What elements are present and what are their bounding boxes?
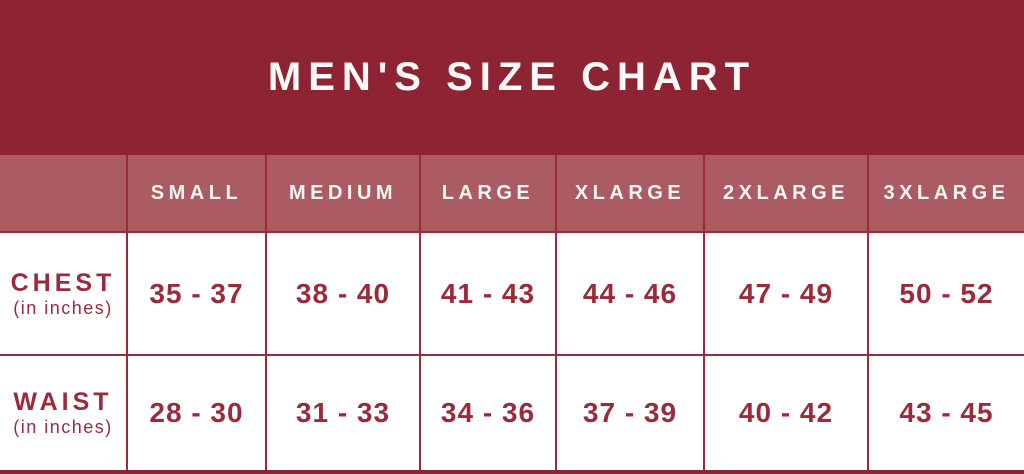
column-header-2xlarge: 2XLARGE xyxy=(705,155,867,231)
page-title: MEN'S SIZE CHART xyxy=(267,55,757,99)
cell-chest-3xlarge: 50 - 52 xyxy=(869,233,1024,354)
column-header-medium: MEDIUM xyxy=(267,155,419,231)
cell-chest-xlarge: 44 - 46 xyxy=(557,233,703,354)
cell-waist-medium: 31 - 33 xyxy=(267,356,419,470)
row-label-waist: WAIST xyxy=(13,388,113,417)
row-label-chest: CHEST xyxy=(10,268,116,297)
cell-waist-large: 34 - 36 xyxy=(421,356,555,470)
cell-chest-small: 35 - 37 xyxy=(128,233,265,354)
title-band: MEN'S SIZE CHART xyxy=(0,0,1024,155)
cell-chest-large: 41 - 43 xyxy=(421,233,555,354)
cell-waist-small: 28 - 30 xyxy=(128,356,265,470)
cell-waist-3xlarge: 43 - 45 xyxy=(869,356,1024,470)
column-header-3xlarge: 3XLARGE xyxy=(869,155,1024,231)
cell-chest-2xlarge: 47 - 49 xyxy=(705,233,867,354)
row-header-chest: CHEST (in inches) xyxy=(0,233,126,354)
row-header-waist: WAIST (in inches) xyxy=(0,356,126,470)
size-table: SMALL MEDIUM LARGE XLARGE 2XLARGE 3XLARG… xyxy=(0,155,1024,474)
cell-waist-2xlarge: 40 - 42 xyxy=(705,356,867,470)
column-header-xlarge: XLARGE xyxy=(557,155,703,231)
row-sublabel-chest: (in inches) xyxy=(13,297,113,318)
column-header-small: SMALL xyxy=(128,155,265,231)
cell-waist-xlarge: 37 - 39 xyxy=(557,356,703,470)
cell-chest-medium: 38 - 40 xyxy=(267,233,419,354)
table-corner-cell xyxy=(0,155,126,231)
column-header-large: LARGE xyxy=(421,155,555,231)
row-sublabel-waist: (in inches) xyxy=(13,417,113,438)
